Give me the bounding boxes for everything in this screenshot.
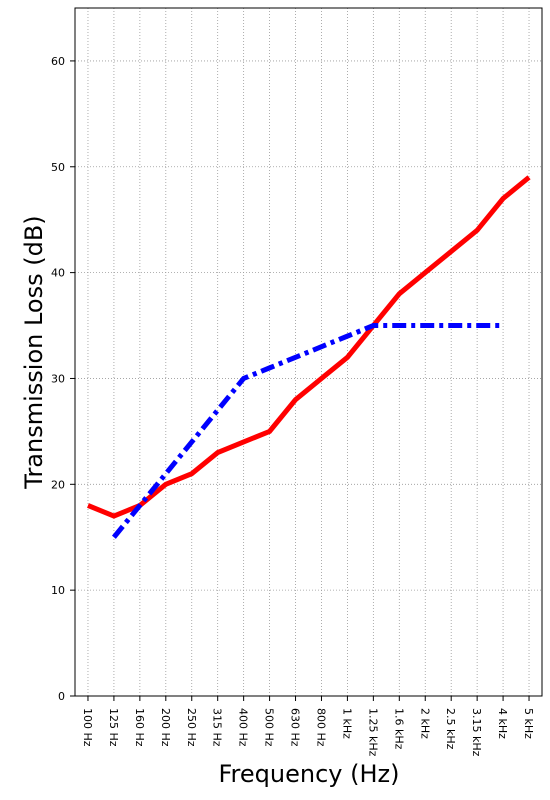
x-tick-label: 200 Hz — [159, 708, 172, 747]
x-tick-label: 500 Hz — [263, 708, 276, 747]
plot-frame — [74, 7, 543, 697]
x-tick-label: 125 Hz — [107, 708, 120, 747]
x-tick-label: 4 kHz — [496, 708, 509, 739]
x-tick-label: 630 Hz — [289, 708, 302, 747]
x-tick-label: 100 Hz — [81, 708, 94, 747]
x-axis-title: Frequency (Hz) — [219, 760, 400, 788]
x-tick-label: 400 Hz — [237, 708, 250, 747]
x-tick-label: 160 Hz — [133, 708, 146, 747]
y-tick-label: 0 — [58, 690, 65, 703]
y-tick-label: 10 — [51, 584, 65, 597]
y-tick-label: 20 — [51, 478, 65, 491]
x-tick-label: 3.15 kHz — [470, 708, 483, 757]
x-tick-label: 5 kHz — [522, 708, 535, 739]
x-tick-label: 800 Hz — [314, 708, 327, 747]
x-tick-label: 1.6 kHz — [392, 708, 405, 750]
series-line — [87, 175, 531, 519]
series-line — [111, 323, 504, 539]
x-tick-label: 250 Hz — [185, 708, 198, 747]
y-tick-label: 40 — [51, 267, 65, 280]
x-tick-label: 1 kHz — [340, 708, 353, 739]
y-tick-label: 30 — [51, 372, 65, 385]
y-tick-label: 50 — [51, 161, 65, 174]
x-tick-label: 315 Hz — [211, 708, 224, 747]
x-tick-label: 2 kHz — [418, 708, 431, 739]
y-axis-title: Transmission Loss (dB) — [20, 215, 48, 489]
x-tick-label: 2.5 kHz — [444, 708, 457, 750]
x-tick-label: 1.25 kHz — [366, 708, 379, 757]
y-tick-label: 60 — [51, 55, 65, 68]
